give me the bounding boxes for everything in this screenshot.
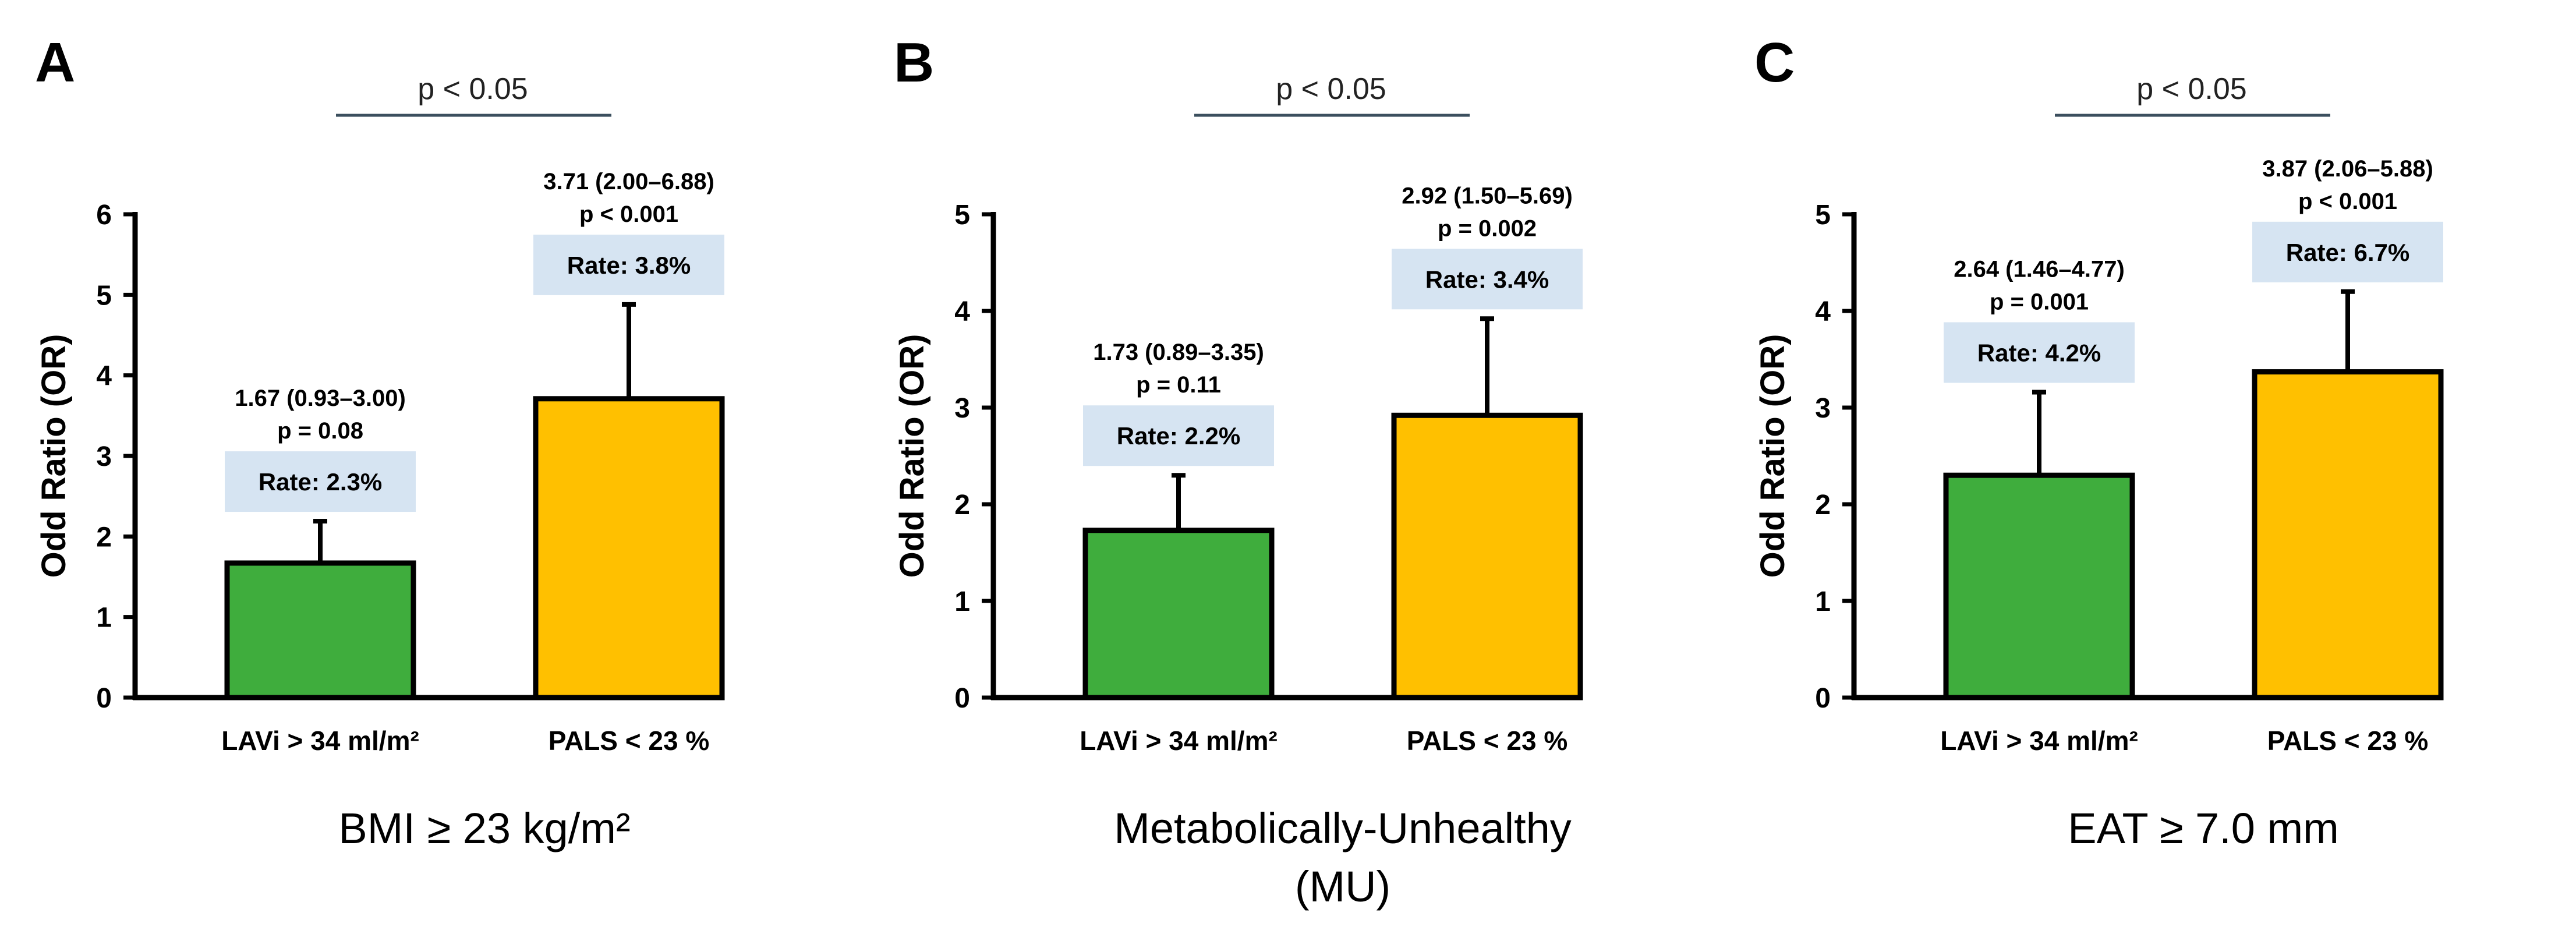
rate-label: Rate: 4.2% [1977,339,2101,366]
rate-box [1392,249,1583,310]
y-tick-label: 5 [954,200,970,231]
significance-label: p < 0.05 [417,72,528,106]
panel-letter: C [1754,31,1795,94]
p-value-label: p = 0.11 [1136,372,1221,398]
rate-box [533,234,724,295]
y-tick-label: 1 [1815,586,1831,617]
rate-label: Rate: 2.2% [1117,422,1240,450]
y-tick-label: 3 [96,441,112,472]
p-value-label: p = 0.08 [277,418,363,444]
bar-lavi [1082,528,1275,700]
rate-label: Rate: 6.7% [2286,239,2409,266]
y-tick-label: 4 [1815,296,1831,327]
rate-box [225,451,416,512]
panel-caption: EAT ≥ 7.0 mm [2068,804,2339,852]
y-tick-label: 0 [96,683,112,714]
y-axis-label: Odd Ratio (OR) [35,334,73,578]
rate-label: Rate: 3.8% [567,252,691,279]
y-tick-label: 1 [96,603,112,634]
p-value-label: p = 0.002 [1438,215,1537,241]
significance-label: p < 0.05 [2136,72,2246,106]
y-tick-label: 4 [954,296,970,327]
rate-box [1944,322,2135,383]
y-tick-label: 2 [954,490,970,521]
y-axis-label: Odd Ratio (OR) [1754,334,1792,578]
p-value-label: p < 0.001 [2298,189,2397,214]
bar-pals [2252,369,2444,700]
odds-ratio-ci-label: 3.87 (2.06–5.88) [2262,156,2433,182]
y-tick-label: 4 [96,361,112,392]
p-value-label: p < 0.001 [579,201,678,227]
odds-ratio-ci-label: 1.73 (0.89–3.35) [1093,339,1264,365]
panel-caption: Metabolically-Unhealthy [1114,804,1572,852]
x-category-label: PALS < 23 % [2267,726,2429,756]
bar-lavi [1943,472,2135,700]
rate-box [1083,405,1274,466]
odds-ratio-ci-label: 1.67 (0.93–3.00) [235,385,406,411]
rate-label: Rate: 3.4% [1425,266,1549,293]
y-tick-label: 2 [1815,490,1831,521]
panel-letter: A [35,31,75,94]
rate-box [2252,221,2443,282]
panel-caption: BMI ≥ 23 kg/m² [338,804,630,852]
x-category-label: PALS < 23 % [549,726,710,756]
bar-lavi [224,560,416,700]
x-category-label: LAVi > 34 ml/m² [221,726,419,756]
odds-ratio-ci-label: 3.71 (2.00–6.88) [543,169,714,194]
y-tick-label: 5 [1815,200,1831,231]
x-category-label: LAVi > 34 ml/m² [1080,726,1278,756]
y-axis-label: Odd Ratio (OR) [893,334,931,578]
y-tick-label: 5 [96,280,112,311]
x-category-label: LAVi > 34 ml/m² [1940,726,2138,756]
panel-letter: B [894,31,934,94]
y-tick-label: 2 [96,522,112,553]
y-tick-label: 1 [954,586,970,617]
bar-pals [533,396,725,700]
odds-ratio-ci-label: 2.92 (1.50–5.69) [1402,183,1573,208]
y-tick-label: 6 [96,200,112,231]
x-category-label: PALS < 23 % [1407,726,1568,756]
odds-ratio-ci-label: 2.64 (1.46–4.77) [1954,256,2125,282]
y-tick-label: 0 [1815,683,1831,714]
bar-pals [1391,412,1583,700]
significance-label: p < 0.05 [1276,72,1386,106]
rate-label: Rate: 2.3% [259,468,382,496]
y-tick-label: 0 [954,683,970,714]
panel-caption: (MU) [1295,862,1390,911]
p-value-label: p = 0.001 [1990,289,2089,314]
y-tick-label: 3 [1815,393,1831,424]
y-tick-label: 3 [954,393,970,424]
